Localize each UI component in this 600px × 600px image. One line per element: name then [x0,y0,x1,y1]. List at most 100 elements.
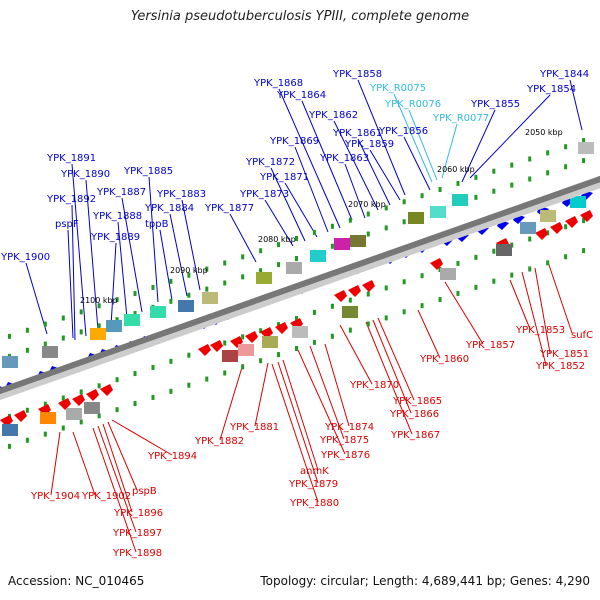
reverse-gene-arrow [430,258,443,270]
feature-dot [25,327,29,333]
reverse-gene-arrow [362,280,375,292]
leader-line [25,262,48,335]
feature-dot [438,187,442,193]
feature-dot [115,297,119,303]
leader-line [67,229,74,339]
feature-dot [115,377,119,383]
leader-line [277,361,319,484]
gene-label: YPK_1857 [465,340,515,351]
feature-dot [402,309,406,315]
feature-dot [97,413,101,419]
gene-label: YPK_1865 [392,396,442,407]
feature-block [42,346,58,358]
feature-dot [295,256,298,261]
gene-label: YPK_1902 [81,491,131,502]
leader-line [107,421,138,491]
feature-dot [402,219,406,225]
leader-line [97,425,137,533]
leader-line [278,88,341,229]
gene-label: YPK_1875 [319,435,369,446]
leader-line [521,271,547,366]
gene-label: YPK_1874 [324,422,374,433]
leader-line [264,199,294,247]
leader-line [121,197,143,313]
feature-dot [259,358,263,364]
gene-label: YPK_1853 [515,325,565,336]
feature-dot [187,352,191,358]
leader-line [344,163,366,219]
feature-dot [546,150,550,156]
gene-label: YPK_1904 [30,491,80,502]
feature-dot [223,260,227,266]
leader-line [403,136,431,191]
feature-dot [97,383,101,389]
leader-line [339,324,373,385]
leader-line [469,94,551,179]
feature-block [496,244,512,256]
gene-label: YPK_1851 [539,349,589,360]
gene-labels: YPK_1844 YPK_1854 YPK_1855 YPK_1856 YPK_1858… [0,69,593,559]
gene-label: YPK_1882 [194,436,244,447]
feature-dot [366,321,370,327]
feature-dot [133,401,137,407]
leader-line [441,123,458,179]
leader-line [509,279,531,330]
feature-dot [582,158,586,164]
gene-label: YPK_1861 [332,128,382,139]
leader-line [284,182,318,238]
leader-line [569,79,583,131]
gene-label: YPK_1852 [535,361,585,372]
tick-label: 2050 kbp [525,128,563,137]
reverse-gene-arrow [14,410,27,422]
feature-dot [366,211,370,217]
reverse-gene-arrow [58,398,71,410]
leader-line [461,109,496,183]
feature-dot [295,316,298,321]
feature-dot [348,327,352,333]
reverse-gene-arrow [100,384,113,396]
feature-dot [43,341,47,347]
feature-block [2,356,18,368]
gene-label: YPK_1863 [319,153,369,164]
feature-dot [438,297,442,303]
gene-label: YPK_1844 [539,69,589,80]
feature-dot [7,333,11,339]
feature-dot [133,291,137,297]
tick-label: 2090 kbp [170,266,208,275]
feature-dot [564,254,568,260]
feature-dot [492,278,496,284]
feature-dot [564,224,568,230]
feature-dot [115,407,119,413]
feature-dot [348,297,352,303]
feature-dot [43,321,47,327]
gene-label: YPK_1854 [526,84,576,95]
leader-line [169,213,188,297]
leader-line [219,363,244,441]
feature-dot [330,223,334,229]
feature-dot [564,164,568,170]
gene-label: YPK_1900 [0,252,50,263]
leader-line [417,309,441,359]
leader-line [294,146,329,233]
feature-dot [384,315,388,321]
feature-dot [79,309,83,315]
leader-line [365,321,413,435]
feature-dot [582,138,586,144]
feature-dot [25,407,29,413]
feature-dot [241,254,245,260]
feature-block [334,238,350,250]
gene-label: YPK_1881 [229,422,279,433]
feature-dot [61,335,65,341]
feature-block [66,408,82,420]
feature-dot [330,303,334,309]
gene-label: YPK_1890 [60,169,110,180]
feature-dot [205,286,209,292]
gene-label: YPK_1859 [344,139,394,150]
feature-dot [223,280,227,286]
leader-line [110,242,117,327]
backbone-line [0,175,600,395]
feature-dot [510,272,514,278]
feature-dot [115,317,119,323]
feature-block [310,250,326,262]
feature-dot [384,225,388,231]
